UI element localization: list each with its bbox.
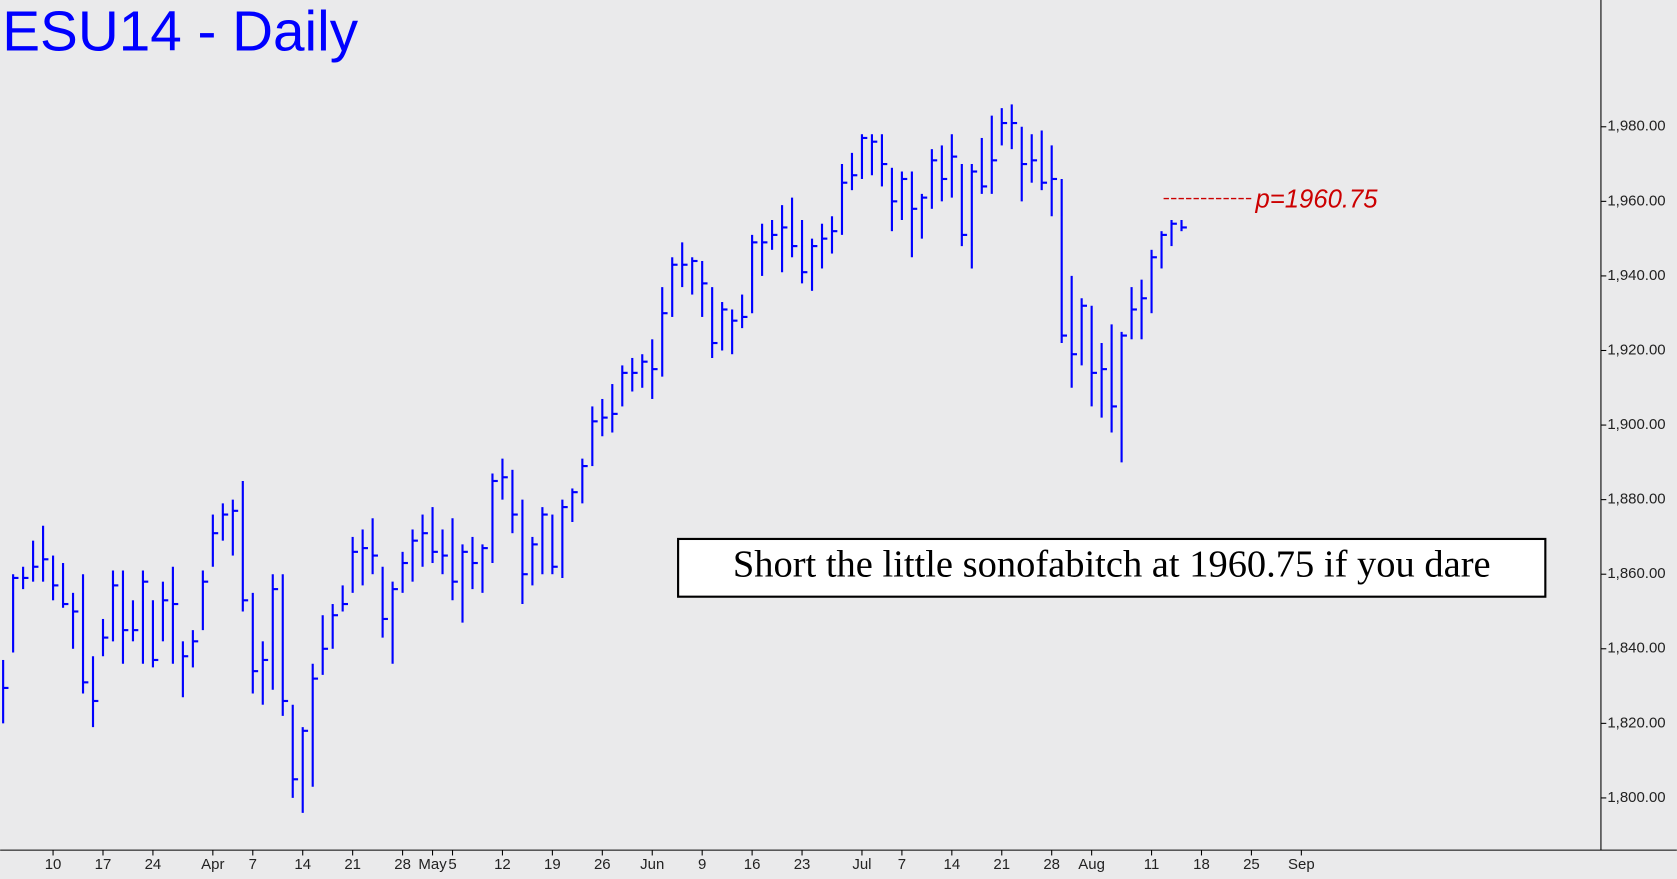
x-tick-label: 28 — [1043, 856, 1060, 873]
y-tick-label: 1,840.00 — [1607, 640, 1665, 657]
x-tick-label: 14 — [294, 856, 311, 873]
chart-title: ESU14 - Daily — [2, 0, 358, 63]
x-tick-label: 17 — [95, 856, 112, 873]
x-tick-label: Apr — [201, 856, 224, 873]
x-tick-label: 18 — [1193, 856, 1210, 873]
target-label: p=1960.75 — [1255, 185, 1379, 213]
y-tick-label: 1,960.00 — [1607, 192, 1665, 209]
y-tick-label: 1,820.00 — [1607, 714, 1665, 731]
x-tick-label: 12 — [494, 856, 511, 873]
y-tick-label: 1,800.00 — [1607, 789, 1665, 806]
x-tick-label: Jun — [640, 856, 664, 873]
x-tick-label: 7 — [249, 856, 257, 873]
x-tick-label: 14 — [944, 856, 961, 873]
x-tick-label: Jul — [852, 856, 871, 873]
x-tick-label: 5 — [448, 856, 456, 873]
x-tick-label: 19 — [544, 856, 561, 873]
annotation-text: Short the little sonofabitch at 1960.75 … — [733, 544, 1491, 586]
x-tick-label: 23 — [794, 856, 811, 873]
x-tick-label: 25 — [1243, 856, 1260, 873]
x-tick-label: 21 — [344, 856, 361, 873]
x-tick-label: 24 — [145, 856, 162, 873]
x-tick-label: 28 — [394, 856, 411, 873]
y-tick-label: 1,940.00 — [1607, 267, 1665, 284]
x-tick-label: 9 — [698, 856, 706, 873]
x-tick-label: 21 — [993, 856, 1010, 873]
y-tick-label: 1,880.00 — [1607, 491, 1665, 508]
y-tick-label: 1,980.00 — [1607, 118, 1665, 135]
x-tick-label: Aug — [1078, 856, 1105, 873]
y-tick-label: 1,860.00 — [1607, 565, 1665, 582]
x-tick-label: 10 — [45, 856, 62, 873]
x-tick-label: Sep — [1288, 856, 1315, 873]
y-tick-label: 1,920.00 — [1607, 341, 1665, 358]
annotation-box — [677, 537, 1547, 598]
x-tick-label: 11 — [1144, 856, 1160, 873]
x-tick-label: 16 — [744, 856, 761, 873]
x-tick-label: 7 — [898, 856, 906, 873]
x-tick-label: 26 — [594, 856, 611, 873]
x-tick-label: May — [418, 856, 447, 873]
y-tick-label: 1,900.00 — [1607, 416, 1665, 433]
